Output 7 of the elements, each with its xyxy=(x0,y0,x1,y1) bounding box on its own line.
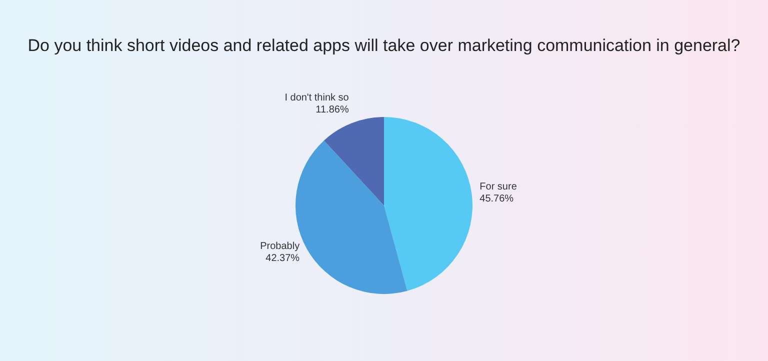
slice-label: For sure xyxy=(480,181,518,192)
slice-label: Probably xyxy=(260,240,300,252)
data-label: 42.37% xyxy=(266,252,300,264)
data-label: 45.76% xyxy=(480,193,514,204)
chart-title: Do you think short videos and related apps will take over marketing communication in general? xyxy=(26,36,742,56)
slice-label: I don't think so xyxy=(284,92,350,104)
data-label: 11.86% xyxy=(316,104,349,116)
